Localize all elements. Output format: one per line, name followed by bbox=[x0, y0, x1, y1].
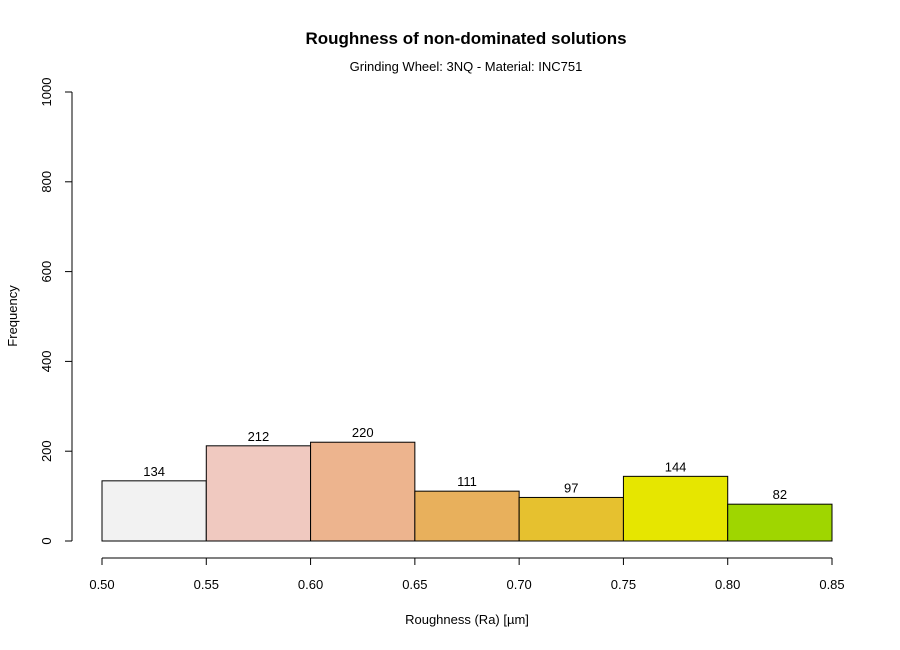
y-tick-label: 600 bbox=[39, 261, 54, 283]
x-tick-label: 0.55 bbox=[194, 577, 219, 592]
x-tick-label: 0.65 bbox=[402, 577, 427, 592]
bars-group bbox=[101, 441, 833, 542]
y-tick-label: 0 bbox=[39, 537, 54, 544]
x-tick-label: 0.70 bbox=[506, 577, 531, 592]
histogram-bar bbox=[622, 475, 729, 542]
y-axis: 0 200 400 600 800 1000 bbox=[39, 78, 73, 545]
histogram-bar bbox=[518, 496, 624, 542]
bar-value-label: 134 bbox=[143, 464, 165, 479]
histogram-bar bbox=[205, 445, 312, 542]
bar-value-label: 212 bbox=[248, 429, 270, 444]
histogram-bar bbox=[101, 480, 207, 542]
x-tick-label: 0.50 bbox=[89, 577, 114, 592]
y-ticks-group: 0 200 400 600 800 1000 bbox=[39, 78, 72, 545]
histogram-bar bbox=[310, 441, 416, 542]
x-tick-label: 0.80 bbox=[715, 577, 740, 592]
x-tick-label: 0.60 bbox=[298, 577, 323, 592]
y-tick-label: 400 bbox=[39, 351, 54, 373]
y-axis-label: Frequency bbox=[5, 285, 20, 347]
x-axis: 0.50 0.55 0.60 0.65 0.70 0.75 0.80 0.85 bbox=[89, 557, 845, 592]
chart-title: Roughness of non-dominated solutions bbox=[305, 29, 626, 48]
y-tick-label: 200 bbox=[39, 440, 54, 462]
x-ticks-group: 0.50 0.55 0.60 0.65 0.70 0.75 0.80 0.85 bbox=[89, 558, 845, 592]
bar-value-label: 97 bbox=[564, 480, 578, 495]
chart-subtitle: Grinding Wheel: 3NQ - Material: INC751 bbox=[350, 59, 583, 74]
histogram-bar bbox=[414, 490, 520, 542]
x-tick-label: 0.75 bbox=[611, 577, 636, 592]
bar-value-label: 220 bbox=[352, 425, 374, 440]
bar-value-label: 111 bbox=[457, 474, 477, 489]
bar-value-label: 82 bbox=[773, 487, 787, 502]
histogram-bar bbox=[727, 503, 833, 542]
y-tick-label: 800 bbox=[39, 171, 54, 193]
x-axis-label: Roughness (Ra) [µm] bbox=[405, 612, 529, 627]
data-labels-group: 134 212 220 111 97 144 82 bbox=[143, 425, 787, 502]
bar-value-label: 144 bbox=[665, 459, 687, 474]
x-tick-label: 0.85 bbox=[819, 577, 844, 592]
y-tick-label: 1000 bbox=[39, 78, 54, 107]
